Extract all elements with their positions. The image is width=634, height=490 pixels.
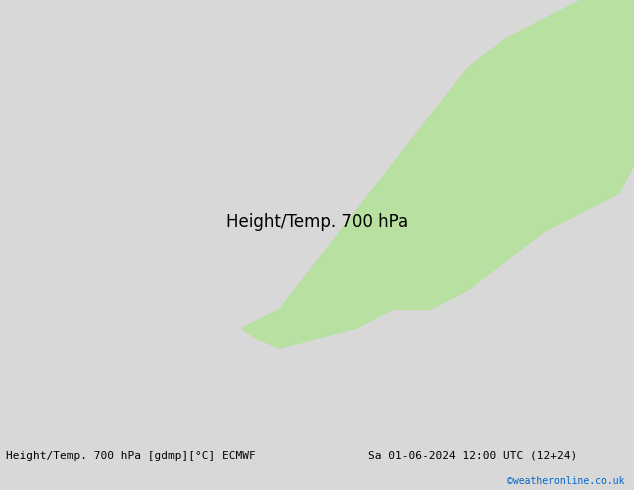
- Text: Sa 01-06-2024 12:00 UTC (12+24): Sa 01-06-2024 12:00 UTC (12+24): [368, 451, 577, 461]
- Polygon shape: [242, 0, 634, 348]
- Text: Height/Temp. 700 hPa: Height/Temp. 700 hPa: [226, 213, 408, 231]
- Text: Height/Temp. 700 hPa [gdmp][°C] ECMWF: Height/Temp. 700 hPa [gdmp][°C] ECMWF: [6, 451, 256, 461]
- Text: ©weatheronline.co.uk: ©weatheronline.co.uk: [507, 476, 624, 486]
